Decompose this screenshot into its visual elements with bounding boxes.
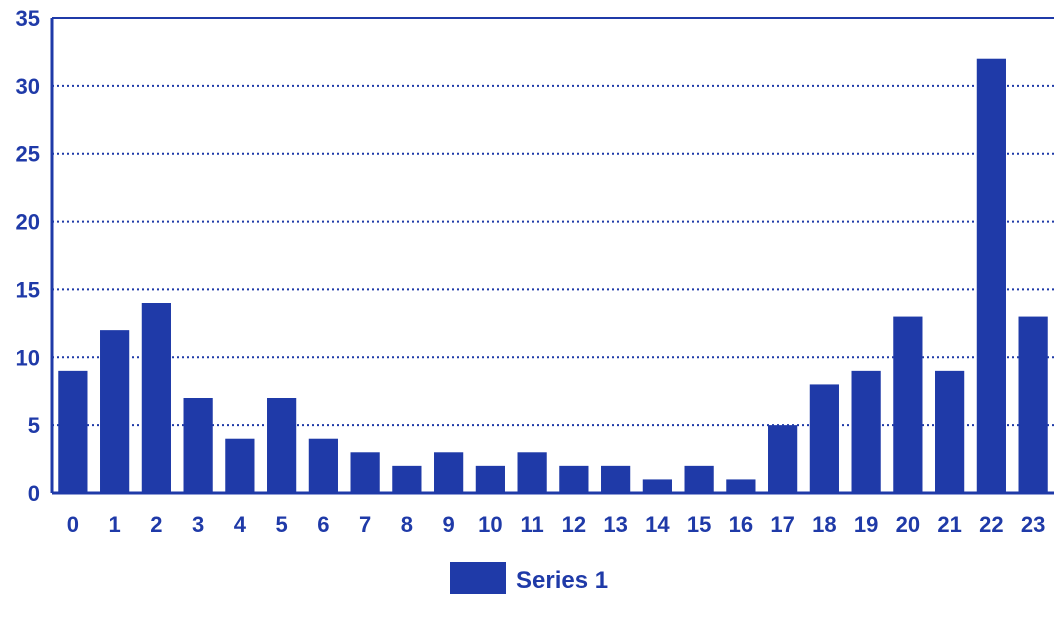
x-tick-label: 2 xyxy=(150,512,162,537)
x-tick-label: 5 xyxy=(276,512,288,537)
x-tick-label: 20 xyxy=(896,512,920,537)
y-tick-labels: 0 5 10 15 20 25 30 35 xyxy=(16,6,40,506)
x-tick-label: 9 xyxy=(443,512,455,537)
bar xyxy=(601,465,631,493)
bar xyxy=(726,479,756,493)
y-tick-label: 25 xyxy=(16,142,40,167)
y-tick-label: 30 xyxy=(16,74,40,99)
bar xyxy=(392,465,422,493)
x-tick-label: 16 xyxy=(729,512,753,537)
bar xyxy=(893,316,923,493)
x-tick-label: 6 xyxy=(317,512,329,537)
x-tick-label: 18 xyxy=(812,512,836,537)
y-tick-label: 15 xyxy=(16,277,40,302)
bar xyxy=(559,465,589,493)
bar xyxy=(475,465,505,493)
x-tick-label: 10 xyxy=(478,512,502,537)
x-tick-label: 12 xyxy=(562,512,586,537)
bar xyxy=(642,479,672,493)
bar xyxy=(100,330,130,493)
x-tick-label: 11 xyxy=(520,512,543,537)
x-tick-label: 3 xyxy=(192,512,204,537)
x-tick-label: 22 xyxy=(979,512,1003,537)
bar xyxy=(517,452,547,493)
axes xyxy=(50,17,1054,495)
bar xyxy=(809,384,839,493)
x-tick-label: 0 xyxy=(67,512,79,537)
legend-swatch xyxy=(450,562,506,594)
bar xyxy=(434,452,464,493)
bar xyxy=(141,303,171,493)
grid-lines xyxy=(52,84,1054,427)
bar xyxy=(935,370,965,493)
x-tick-label: 13 xyxy=(603,512,627,537)
bar xyxy=(308,438,338,493)
x-tick-label: 21 xyxy=(937,512,961,537)
y-tick-label: 35 xyxy=(16,6,40,31)
legend-label: Series 1 xyxy=(516,567,608,594)
bar xyxy=(1018,316,1048,493)
bar xyxy=(58,370,88,493)
bar xyxy=(350,452,380,493)
y-tick-label: 0 xyxy=(28,481,40,506)
bar xyxy=(183,398,213,493)
bars xyxy=(58,58,1048,493)
bar xyxy=(768,425,798,493)
y-tick-label: 5 xyxy=(28,413,40,438)
bar xyxy=(851,370,881,493)
x-tick-label: 4 xyxy=(234,512,247,537)
bar xyxy=(225,438,255,493)
x-tick-label: 23 xyxy=(1021,512,1045,537)
x-tick-label: 8 xyxy=(401,512,413,537)
x-tick-label: 15 xyxy=(687,512,711,537)
bar xyxy=(267,398,297,493)
x-tick-label: 19 xyxy=(854,512,878,537)
x-tick-labels: 0 1 2 3 4 5 6 7 8 9 10 11 12 13 14 15 16 17 18 19 20 21 22 23 xyxy=(67,512,1046,537)
x-tick-label: 17 xyxy=(770,512,794,537)
y-tick-label: 10 xyxy=(16,345,40,370)
bar xyxy=(684,465,714,493)
legend: Series 1 xyxy=(450,562,608,594)
x-tick-label: 7 xyxy=(359,512,371,537)
bar xyxy=(976,58,1006,493)
y-tick-label: 20 xyxy=(16,210,40,235)
x-tick-label: 14 xyxy=(645,512,670,537)
x-tick-label: 1 xyxy=(109,512,121,537)
